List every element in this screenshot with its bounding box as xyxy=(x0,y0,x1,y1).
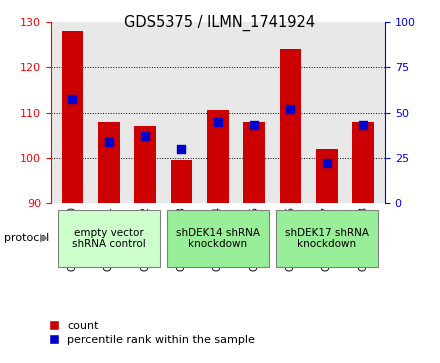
Text: GDS5375 / ILMN_1741924: GDS5375 / ILMN_1741924 xyxy=(125,15,315,31)
Bar xyxy=(316,149,338,203)
FancyBboxPatch shape xyxy=(167,210,269,268)
Bar xyxy=(134,126,156,203)
Bar xyxy=(243,122,265,203)
Point xyxy=(178,146,185,152)
Point xyxy=(251,122,258,128)
Bar xyxy=(171,160,192,203)
Point xyxy=(142,133,149,139)
Text: shDEK14 shRNA
knockdown: shDEK14 shRNA knockdown xyxy=(176,228,260,249)
Point xyxy=(359,122,367,128)
Text: protocol: protocol xyxy=(4,233,50,243)
Bar xyxy=(352,122,374,203)
Legend: count, percentile rank within the sample: count, percentile rank within the sample xyxy=(50,321,255,345)
FancyBboxPatch shape xyxy=(276,210,378,268)
Bar xyxy=(62,31,83,203)
Point xyxy=(287,106,294,112)
Text: shDEK17 shRNA
knockdown: shDEK17 shRNA knockdown xyxy=(285,228,369,249)
FancyBboxPatch shape xyxy=(58,210,160,268)
Bar xyxy=(207,110,229,203)
Text: empty vector
shRNA control: empty vector shRNA control xyxy=(72,228,146,249)
Point xyxy=(214,119,221,125)
Bar xyxy=(279,49,301,203)
Bar xyxy=(98,122,120,203)
Point xyxy=(69,96,76,102)
Point xyxy=(105,139,112,144)
Point xyxy=(323,160,330,166)
Text: ▶: ▶ xyxy=(40,233,48,243)
